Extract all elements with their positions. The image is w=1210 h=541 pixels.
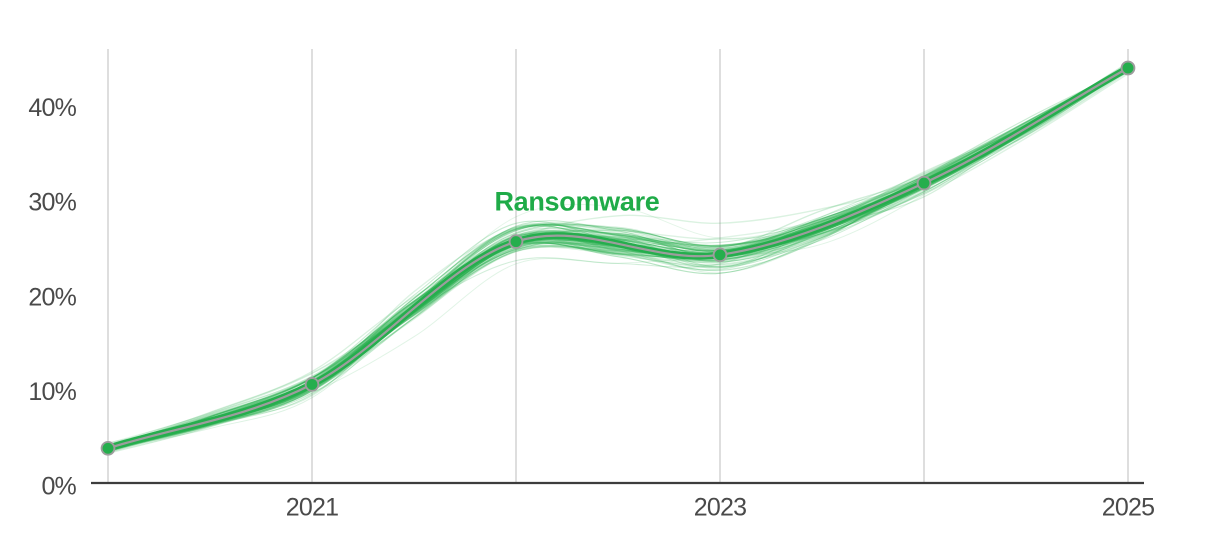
svg-text:2023: 2023 xyxy=(694,494,746,522)
svg-text:20%: 20% xyxy=(28,283,76,311)
svg-text:2025: 2025 xyxy=(1102,494,1154,522)
svg-text:Ransomware: Ransomware xyxy=(494,187,659,217)
svg-text:40%: 40% xyxy=(28,94,76,122)
svg-text:30%: 30% xyxy=(28,189,76,217)
svg-text:2021: 2021 xyxy=(286,494,338,522)
svg-text:10%: 10% xyxy=(28,378,76,406)
svg-text:0%: 0% xyxy=(41,473,76,501)
